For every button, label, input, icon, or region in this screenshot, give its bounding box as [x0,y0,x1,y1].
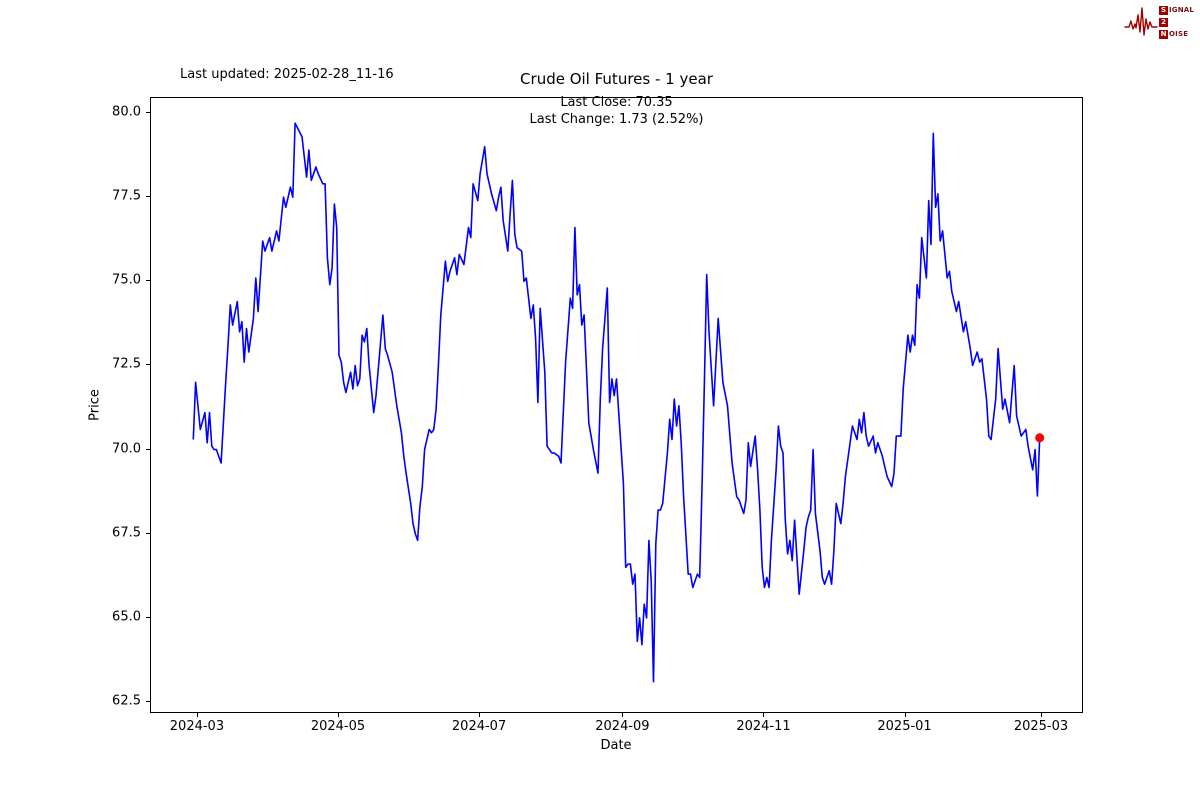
waveform-icon [1124,7,1158,36]
logo-row-noise: N OISE [1159,29,1194,40]
y-tick-label: 72.5 [112,356,141,372]
y-tick-label: 67.5 [112,525,141,541]
plot-area [150,97,1083,713]
y-tick-mark [146,196,150,198]
last-updated-text: Last updated: 2025-02-28_11-16 [180,67,394,82]
last-change-line: Last Change: 1.73 (2.52%) [529,112,704,127]
x-tick-label: 2025-01 [877,719,932,734]
x-tick-mark [763,713,765,717]
logo-letterbox-s: S [1159,5,1168,15]
x-tick-label: 2024-07 [451,719,507,734]
x-tick-mark [904,713,906,717]
price-line-chart [192,122,1045,683]
y-tick-mark [146,364,150,366]
logo-row-signal: S IGNAL [1159,5,1194,16]
price-line [192,122,1041,683]
y-tick-mark [146,616,150,618]
y-tick-label: 77.5 [112,188,141,204]
x-tick-mark [479,713,481,717]
y-tick-label: 80.0 [112,104,141,120]
y-tick-mark [146,448,150,450]
logo-letterbox-n: N [1159,29,1168,39]
y-tick-mark [146,700,150,702]
y-tick-label: 70.0 [112,441,141,457]
logo-word-signal: IGNAL [1169,6,1195,14]
y-tick-label: 65.0 [112,609,141,625]
x-tick-label: 2024-09 [595,719,650,734]
x-tick-label: 2024-05 [310,719,366,734]
x-tick-label: 2024-03 [169,719,225,734]
y-axis-label: Price [87,389,103,421]
logo-row-2: 2 [1159,17,1194,28]
y-tick-mark [146,280,150,282]
x-tick-label: 2024-11 [736,719,791,734]
x-tick-mark [622,713,624,717]
x-tick-mark [1040,713,1042,717]
x-tick-label: 2025-03 [1013,719,1069,734]
x-tick-mark [338,713,339,717]
x-axis-label: Date [600,738,632,753]
y-tick-label: 75.0 [112,272,141,288]
logo-letterbox-2: 2 [1159,17,1168,27]
y-tick-label: 62.5 [112,693,141,709]
signal2noise-logo: S IGNAL 2 N OISE [1124,4,1194,40]
logo-words: S IGNAL 2 N OISE [1159,5,1194,40]
x-tick-mark [196,713,198,717]
y-tick-mark [146,112,150,114]
last-close-annotation: Last Close: 70.35 Last Change: 1.73 (2.5… [150,94,1083,128]
last-close-dot [1035,433,1045,443]
last-close-line: Last Close: 70.35 [560,95,673,110]
y-tick-mark [146,532,150,534]
logo-word-noise: OISE [1169,30,1189,38]
chart-title: Crude Oil Futures - 1 year [520,70,713,88]
